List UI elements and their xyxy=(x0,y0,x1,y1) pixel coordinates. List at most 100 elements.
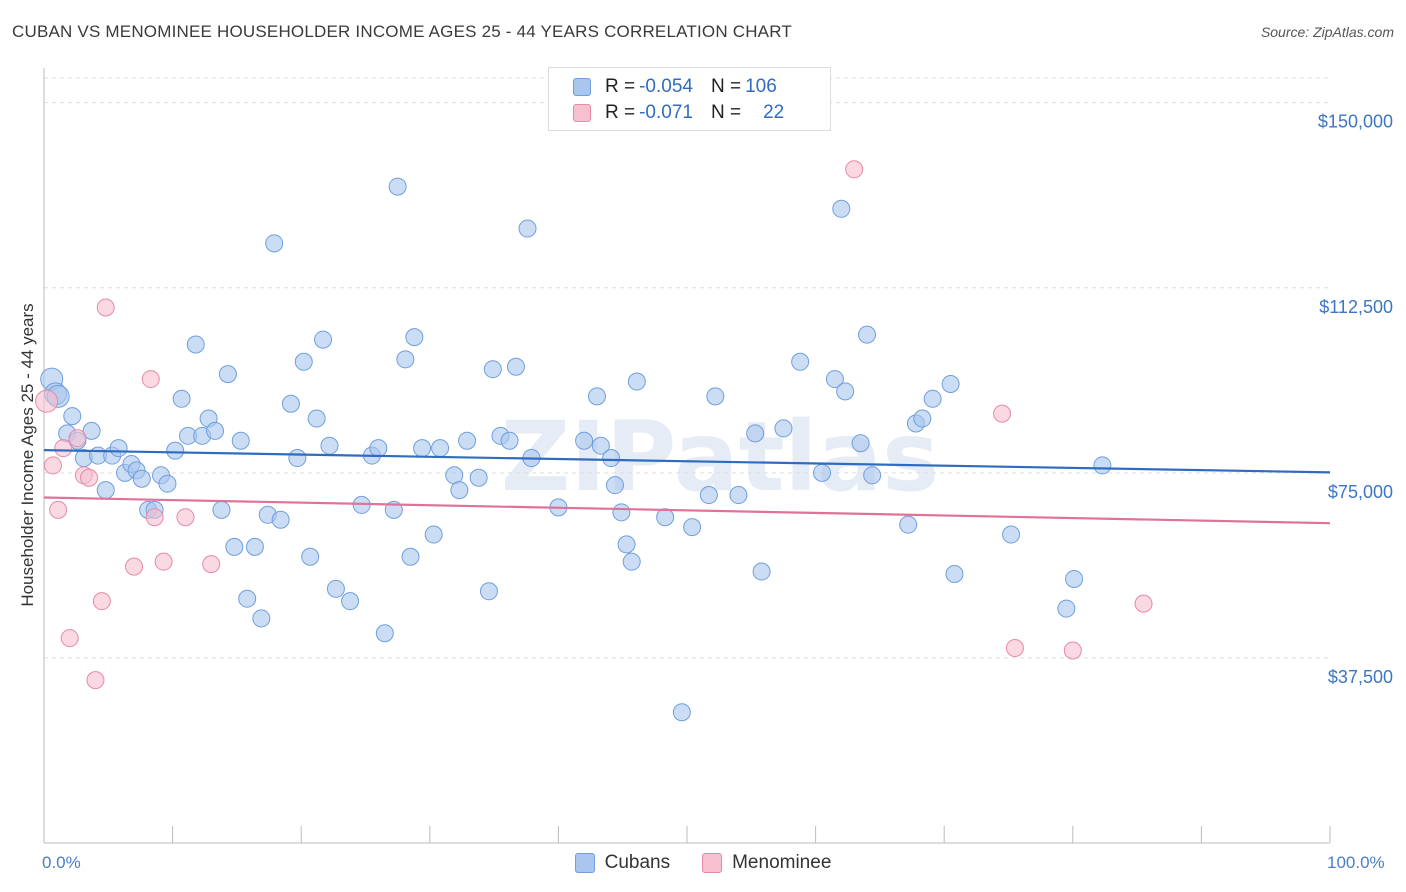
data-point xyxy=(627,372,646,391)
legend-r-label: R = xyxy=(605,76,636,97)
data-point xyxy=(945,565,964,584)
data-point xyxy=(863,466,882,485)
data-point xyxy=(479,582,498,601)
data-point xyxy=(431,439,450,458)
data-point xyxy=(86,671,105,690)
chart-title: CUBAN VS MENOMINEE HOUSEHOLDER INCOME AG… xyxy=(12,22,792,41)
data-point xyxy=(602,449,621,468)
data-point xyxy=(109,439,128,458)
data-point xyxy=(1063,641,1082,660)
legend-row-cubans: R = -0.054 N = 106 xyxy=(573,76,777,98)
data-point xyxy=(265,234,284,253)
data-point xyxy=(836,382,855,401)
data-point xyxy=(413,439,432,458)
data-point xyxy=(294,352,313,371)
axes xyxy=(43,68,1331,844)
data-point xyxy=(320,436,339,455)
data-point xyxy=(405,328,424,347)
data-point xyxy=(141,370,160,389)
data-point xyxy=(54,439,73,458)
data-point xyxy=(1093,456,1112,475)
legend-n-label: N = xyxy=(710,102,742,123)
legend-label-cubans: Cubans xyxy=(604,852,671,873)
data-point xyxy=(245,537,264,556)
data-point xyxy=(450,481,469,500)
data-point xyxy=(60,629,79,648)
y-tick-label: $112,500 xyxy=(1319,297,1393,317)
data-point xyxy=(145,508,164,527)
data-point xyxy=(212,500,231,519)
data-point xyxy=(1134,594,1153,613)
data-point xyxy=(341,592,360,611)
data-point xyxy=(206,421,225,440)
data-point xyxy=(154,552,173,571)
data-point xyxy=(49,500,68,519)
data-point xyxy=(913,409,932,428)
legend-r-label: R = xyxy=(605,102,636,123)
data-point xyxy=(1005,639,1024,658)
data-point xyxy=(96,298,115,317)
data-point xyxy=(176,508,195,527)
trend-lines xyxy=(43,449,1331,525)
data-point xyxy=(672,703,691,722)
data-point xyxy=(656,508,675,527)
data-point xyxy=(483,360,502,379)
data-point xyxy=(172,389,191,408)
data-point xyxy=(774,419,793,438)
data-point xyxy=(575,431,594,450)
grid-lines xyxy=(44,77,1330,659)
data-point xyxy=(858,325,877,344)
data-point xyxy=(369,439,388,458)
data-point xyxy=(1002,525,1021,544)
legend-n-value: 22 xyxy=(763,102,785,123)
data-point xyxy=(500,431,519,450)
data-point xyxy=(132,469,151,488)
data-point xyxy=(401,547,420,566)
data-point xyxy=(813,463,832,482)
legend-swatch-menominee xyxy=(702,853,723,873)
y-tick-labels: $37,500 $75,000 $112,500 $150,000 xyxy=(1318,112,1393,687)
data-point xyxy=(845,160,864,179)
data-point xyxy=(832,199,851,218)
data-point xyxy=(424,525,443,544)
data-point xyxy=(238,589,257,608)
legend-swatch-cubans xyxy=(574,853,595,873)
data-point xyxy=(186,335,205,354)
trend-line xyxy=(43,449,1331,474)
watermark: ZIPatlas xyxy=(501,401,940,513)
data-point xyxy=(1057,599,1076,618)
data-point xyxy=(518,219,537,238)
correlation-legend: R = -0.054 N = 106 R = -0.071 N = 22 xyxy=(548,67,831,131)
data-point xyxy=(851,434,870,453)
legend-n-value: 106 xyxy=(745,76,777,97)
legend-label-menominee: Menominee xyxy=(732,852,832,873)
data-point xyxy=(899,515,918,534)
data-point xyxy=(166,441,185,460)
trend-line xyxy=(43,496,1331,525)
data-point xyxy=(587,387,606,406)
data-point xyxy=(683,518,702,537)
data-point xyxy=(706,387,725,406)
data-point xyxy=(301,547,320,566)
data-point xyxy=(96,481,115,500)
legend-item-cubans: Cubans xyxy=(574,852,671,874)
data-point xyxy=(307,409,326,428)
legend-n-label: N = xyxy=(710,76,742,97)
data-point xyxy=(591,436,610,455)
legend-swatch-menominee xyxy=(573,104,591,122)
x-tick-label-min: 0.0% xyxy=(42,853,81,872)
data-point xyxy=(68,429,87,448)
data-point xyxy=(202,555,221,574)
x-tick-label-max: 100.0% xyxy=(1327,853,1385,872)
data-point xyxy=(388,177,407,196)
data-point xyxy=(699,486,718,505)
data-point xyxy=(231,431,250,450)
data-point xyxy=(993,404,1012,423)
data-point xyxy=(791,352,810,371)
y-tick-label: $75,000 xyxy=(1328,482,1393,502)
data-point xyxy=(252,609,271,628)
data-point xyxy=(612,503,631,522)
data-point xyxy=(281,394,300,413)
data-point xyxy=(35,389,59,413)
